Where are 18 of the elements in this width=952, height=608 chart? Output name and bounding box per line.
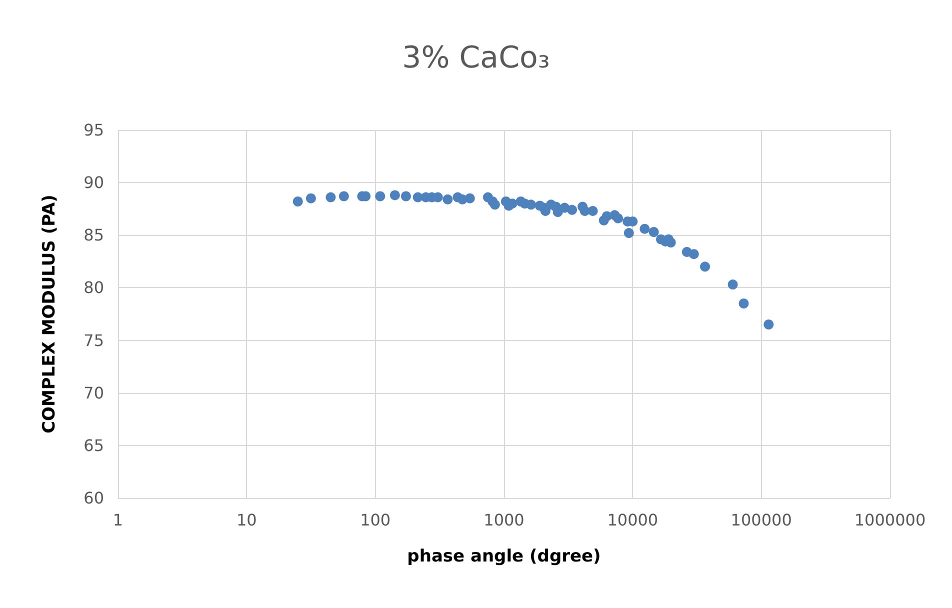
y-tick-label: 65 (84, 436, 104, 455)
x-axis-title: phase angle (dgree) (407, 546, 601, 566)
y-tick-label: 70 (84, 383, 104, 402)
y-tick-label: 90 (84, 173, 104, 192)
x-tick-label: 1000000 (854, 510, 926, 530)
y-tick-label: 95 (84, 120, 104, 140)
x-tick-label: 10 (236, 510, 257, 530)
y-tick-label: 75 (84, 330, 104, 350)
y-tick-label: 80 (84, 278, 104, 298)
y-tick-label: 60 (84, 488, 104, 508)
x-tick-label: 100 (360, 510, 391, 530)
x-tick-label: 1 (112, 510, 124, 530)
x-tick-label: 1000 (484, 510, 524, 530)
y-axis-title: COMPLEX MODULUS (PA) (40, 194, 60, 434)
x-tick-label: 100000 (730, 510, 792, 530)
y-tick-label: 85 (84, 226, 104, 245)
chart-title: 3% CaCo₃ (402, 40, 550, 76)
x-tick-label: 10000 (607, 510, 658, 530)
